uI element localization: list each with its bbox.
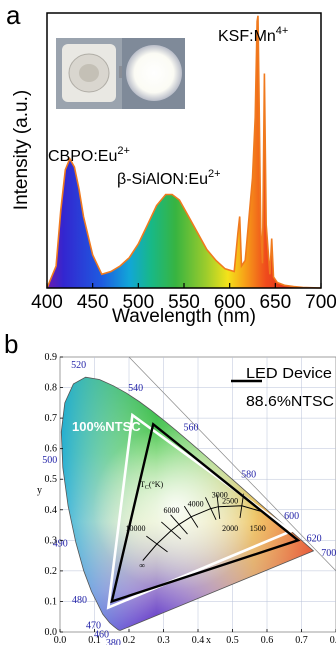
wavelength-label: 540 <box>128 383 143 394</box>
isotherm-line <box>161 521 182 540</box>
spectrum-fill <box>47 15 321 289</box>
wavelength-label: 500 <box>42 455 57 466</box>
legend-ntsc-value: 88.6%NTSC <box>246 393 334 410</box>
y-tick-label-b: 0.6 <box>45 444 58 455</box>
x-tick-label-b: 0.5 <box>226 635 239 645</box>
x-axis-ticks-a: 400 450 500 550 600 650 700 <box>31 283 336 313</box>
axis-ticks-b: 0.0 0.1 0.2 0.3 0.4 0.5 0.6 0.7 0.8 0.0 0.1 0.2 0.3 0… <box>45 352 336 645</box>
y-tick-label-b: 0.0 <box>45 627 58 638</box>
x-tick-label-b: 0.0 <box>54 635 67 645</box>
y-tick-label-b: 0.4 <box>45 505 58 516</box>
diagonal-guide <box>128 356 336 572</box>
wavelength-label: 580 <box>241 469 256 480</box>
wavelength-label: 380 <box>106 638 121 645</box>
isotherm-line <box>205 497 217 521</box>
cct-label: 6000 <box>164 506 180 515</box>
x-tick-label-a: 400 <box>31 292 63 313</box>
x-tick-label-b: 0.3 <box>157 635 170 645</box>
label-ksf: KSF:Mn4+ <box>218 25 288 45</box>
y-tick-label-b: 0.3 <box>45 535 58 546</box>
x-tick-label-a: 550 <box>168 292 200 313</box>
led-device-triangle <box>110 422 301 604</box>
x-tick-label-b: 0.6 <box>261 635 274 645</box>
x-tick-label-b: 0.8 <box>330 635 336 645</box>
wavelength-label: 600 <box>284 511 299 522</box>
panel-a-label: a <box>6 0 21 30</box>
ntsc-triangle <box>106 412 294 610</box>
legend-b: LED Device 88.6%NTSC <box>231 365 334 410</box>
wavelength-label: 470 <box>86 620 101 631</box>
wavelength-label: 490 <box>53 539 68 550</box>
y-tick-label-b: 0.1 <box>45 596 58 607</box>
isotherm-line <box>146 535 168 553</box>
isotherm-line <box>216 494 221 519</box>
x-tick-label-a: 650 <box>259 292 291 313</box>
wavelength-label: 700 <box>321 548 336 559</box>
x-tick-label-a: 500 <box>122 292 154 313</box>
wavelength-label: 460 <box>94 630 109 641</box>
y-tick-label-b: 0.9 <box>45 352 58 363</box>
isotherm-line <box>183 505 199 528</box>
panel-a-chart: 400 450 500 550 600 650 700 Wavelength (nm) In… <box>11 12 336 327</box>
panel-b-label: b <box>4 329 18 359</box>
x-axis-title-b: x <box>206 635 211 645</box>
cct-label: 1500 <box>250 524 266 533</box>
x-tick-label-b: 0.7 <box>295 635 308 645</box>
label-sialon: β-SiAlON:Eu2+ <box>117 168 221 188</box>
y-axis-title-a: Intensity (a.u.) <box>11 90 32 210</box>
y-tick-label-b: 0.8 <box>45 383 58 394</box>
x-tick-label-b: 0.2 <box>123 635 136 645</box>
isotherm-line <box>170 514 188 535</box>
wavelength-label: 560 <box>183 423 198 434</box>
cct-label: 2000 <box>222 524 238 533</box>
cct-label: ∞ <box>139 561 145 570</box>
cct-label: 3000 <box>212 491 228 500</box>
x-axis-title-a: Wavelength (nm) <box>112 306 256 327</box>
y-tick-label-b: 0.2 <box>45 566 58 577</box>
cct-label: 2500 <box>222 497 238 506</box>
cct-label: 10000 <box>126 524 146 533</box>
ntsc-label: 100%NTSC <box>72 419 141 434</box>
x-tick-label-a: 450 <box>77 292 109 313</box>
y-tick-label-b: 0.5 <box>45 474 58 485</box>
wavelength-label: 620 <box>307 534 322 545</box>
label-cbpo: CBPO:Eu2+ <box>48 145 130 165</box>
spectrum-outline <box>46 15 322 289</box>
legend-led-device: LED Device <box>246 365 332 382</box>
x-tick-label-a: 600 <box>214 292 246 313</box>
panel-b-chart: 380460470480490500520540560580600620700 … <box>37 352 336 645</box>
wavelength-label: 480 <box>72 595 87 606</box>
inset-photo <box>56 38 185 109</box>
x-tick-label-b: 0.4 <box>192 635 205 645</box>
cct-label: 4000 <box>188 500 204 509</box>
y-tick-label-b: 0.7 <box>45 413 58 424</box>
x-tick-label-b: 0.1 <box>88 635 101 645</box>
y-axis-title-b: y <box>37 485 42 496</box>
wavelength-label: 520 <box>71 360 86 371</box>
x-tick-label-a: 700 <box>305 292 336 313</box>
cct-axis-label: TC(°K) <box>140 480 164 491</box>
